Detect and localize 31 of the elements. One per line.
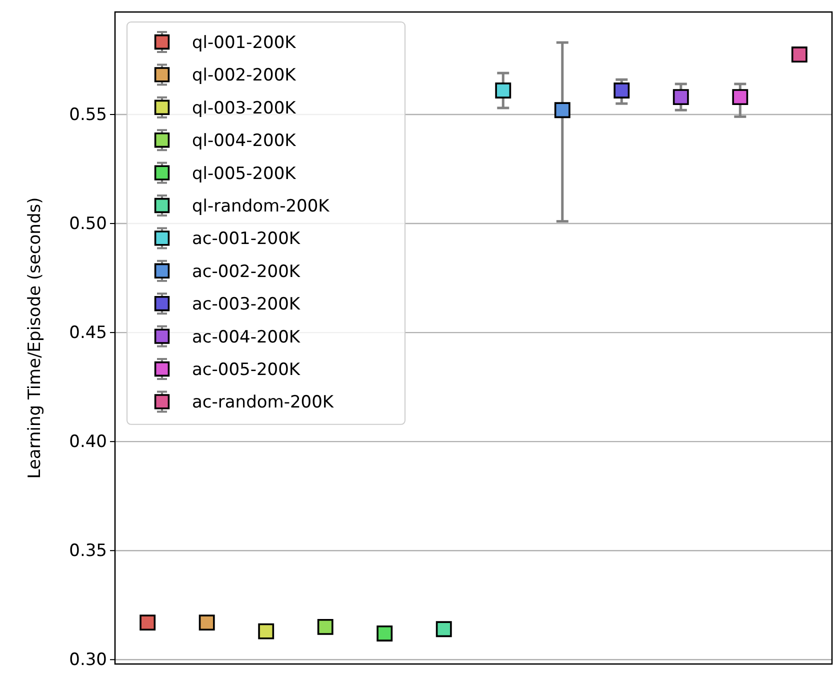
point	[672, 89, 689, 106]
legend-label: ql-001-200K	[192, 32, 297, 53]
legend-label: ac-004-200K	[192, 327, 301, 348]
point	[198, 614, 215, 631]
legend-label: ac-005-200K	[192, 360, 301, 380]
legend-label: ac-003-200K	[192, 294, 301, 315]
y-axis-title: Learning Time/Episode (seconds)	[25, 197, 45, 479]
legend-label: ac-001-200K	[192, 229, 301, 250]
y-tick-label: 0.55	[69, 104, 107, 125]
point	[495, 82, 512, 98]
legend-label: ac-002-200K	[192, 262, 301, 282]
y-tick-label: 0.50	[69, 214, 107, 234]
y-tick-label: 0.40	[69, 432, 107, 452]
legend-label: ql-003-200K	[192, 98, 297, 118]
point	[258, 623, 274, 640]
legend-label: ac-random-200K	[192, 392, 334, 413]
legend-label: ql-random-200K	[192, 196, 330, 216]
y-tick-label: 0.45	[69, 322, 107, 343]
legend-label: ql-004-200K	[192, 131, 297, 152]
point	[376, 626, 393, 642]
y-tick-label: 0.30	[69, 650, 107, 670]
point	[791, 46, 808, 62]
point	[140, 614, 156, 631]
y-tick-label: 0.35	[69, 541, 107, 562]
point	[436, 621, 452, 638]
legend-label: ql-005-200K	[192, 164, 297, 184]
point	[317, 618, 334, 635]
point	[614, 82, 630, 98]
point	[554, 102, 570, 118]
point	[732, 89, 748, 106]
legend-label: ql-002-200K	[192, 66, 297, 86]
